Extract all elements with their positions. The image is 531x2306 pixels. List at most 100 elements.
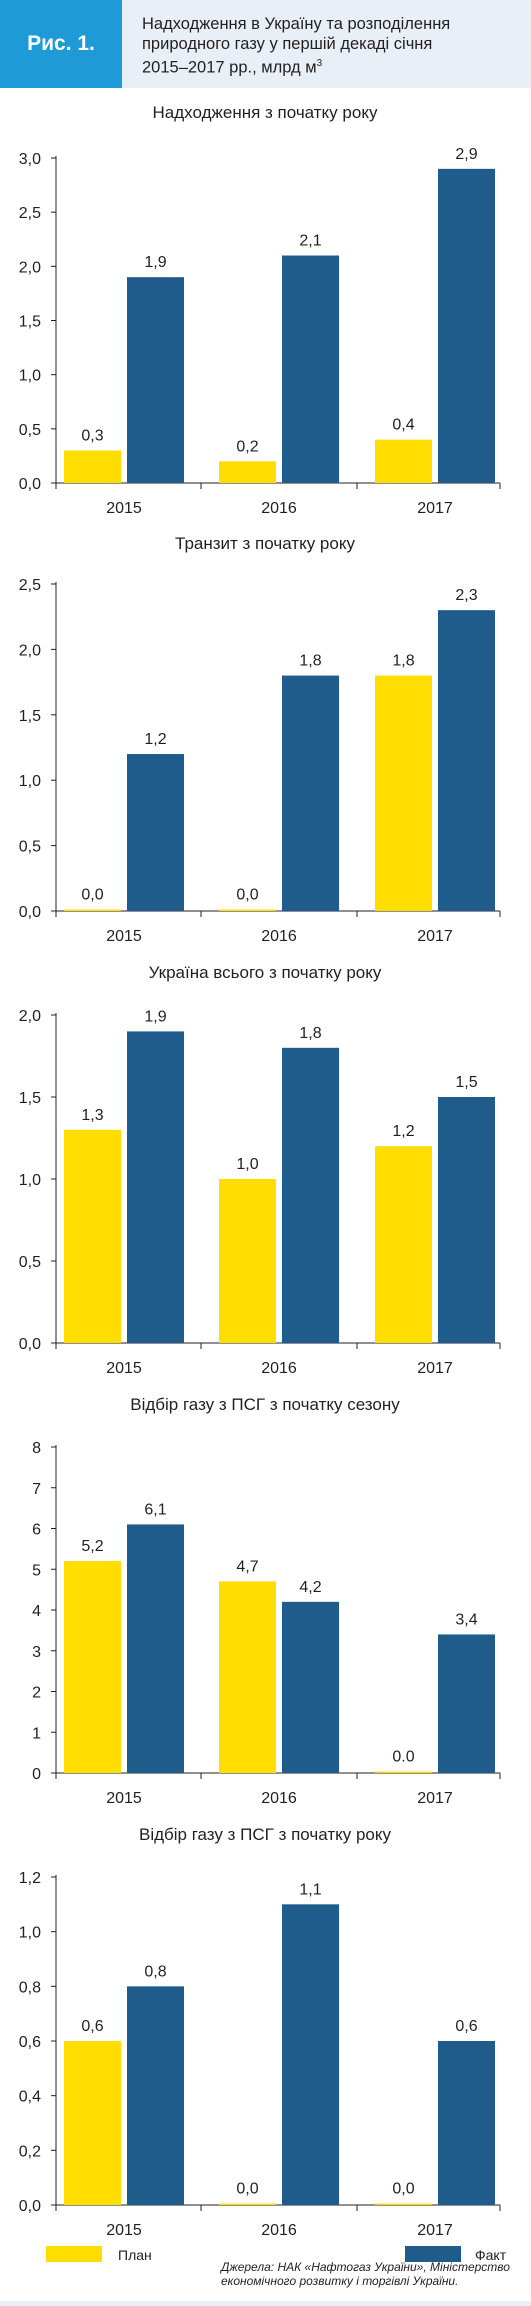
bar-plan	[64, 1129, 121, 1343]
x-tick-label: 2015	[106, 1360, 142, 1377]
y-tick-label: 0,0	[19, 904, 41, 921]
bar-plan	[375, 1771, 432, 1773]
y-tick-label: 1,5	[19, 314, 41, 331]
data-label: 4,7	[236, 1558, 258, 1575]
y-tick-label: 1,2	[19, 1870, 41, 1887]
y-tick-label: 0,6	[19, 2034, 41, 2051]
legend-label-fact: Факт	[475, 2247, 507, 2263]
bar-plan	[375, 439, 432, 483]
charts-panel: Надходження з початку року 0,0 0,5 1,0 1,5 2,…	[0, 88, 531, 2301]
x-tick-label: 2015	[106, 1790, 142, 1807]
y-tick-label: 1,0	[19, 1172, 41, 1189]
legend-label-plan: План	[118, 2247, 152, 2263]
bar-fact	[127, 1986, 184, 2205]
y-tick-label: 2	[32, 1685, 41, 1702]
x-tick-label: 2017	[417, 1790, 453, 1807]
data-label: 2,1	[299, 233, 321, 250]
y-tick-label: 1,5	[19, 1090, 41, 1107]
data-label: 0,6	[81, 2018, 103, 2035]
x-tick-label: 2016	[261, 1360, 297, 1377]
data-label: 2,3	[455, 587, 477, 604]
bar-fact	[282, 1904, 339, 2205]
data-label: 4,2	[299, 1579, 321, 1596]
chart-title: Транзит з початку року	[175, 534, 355, 553]
legend-swatch-plan	[46, 2246, 102, 2262]
data-label: 6,1	[144, 1501, 166, 1518]
data-label: 0,0	[236, 887, 258, 904]
y-tick-label: 0	[32, 1766, 41, 1783]
data-label: 1,8	[392, 653, 414, 670]
data-label: 0,3	[81, 428, 103, 445]
bar-plan	[64, 1561, 121, 1773]
data-label: 0,0	[81, 887, 103, 904]
bar-fact	[127, 1524, 184, 1773]
source-note: Джерела: НАК «Нафтогаз України», Міністе…	[221, 2260, 510, 2288]
chart-title: Надходження з початку року	[153, 103, 378, 122]
bar-plan	[219, 1581, 276, 1773]
y-tick-label: 3	[32, 1644, 41, 1661]
bar-fact	[282, 1601, 339, 1773]
bar-fact	[127, 277, 184, 483]
y-tick-label: 7	[32, 1481, 41, 1498]
bar-plan	[219, 2203, 276, 2205]
charts-svg: Надходження з початку року 0,0 0,5 1,0 1,5 2,…	[19, 103, 507, 2263]
x-tick-label: 2016	[261, 500, 297, 517]
y-tick-label: 6	[32, 1522, 41, 1539]
x-tick-label: 2015	[106, 928, 142, 945]
data-label: 1,0	[236, 1156, 258, 1173]
bar-plan	[375, 1146, 432, 1343]
chart-title: Відбір газу з ПСГ з початку сезону	[130, 1395, 400, 1414]
y-tick-label: 3,0	[19, 151, 41, 168]
data-label: 1,9	[144, 1008, 166, 1025]
data-label: 1,8	[299, 1025, 321, 1042]
bar-plan	[219, 461, 276, 483]
chart-title: Відбір газу з ПСГ з початку року	[139, 1825, 392, 1844]
x-tick-label: 2017	[417, 500, 453, 517]
x-tick-label: 2016	[261, 2222, 297, 2239]
data-label: 1,2	[144, 731, 166, 748]
bar-plan	[64, 909, 121, 911]
bar-plan	[219, 909, 276, 911]
bar-fact	[282, 1047, 339, 1343]
figure-title-line2: природного газу у першій декаді січня	[142, 35, 433, 53]
data-label: 0,2	[236, 438, 258, 455]
y-tick-label: 1,0	[19, 773, 41, 790]
data-label: 1,9	[144, 254, 166, 271]
y-tick-label: 1,5	[19, 708, 41, 725]
data-label: 0,4	[392, 417, 414, 434]
y-tick-label: 0,0	[19, 2198, 41, 2215]
x-tick-label: 2017	[417, 1360, 453, 1377]
data-label: 5,2	[81, 1538, 103, 1555]
data-label: 0,8	[144, 1963, 166, 1980]
data-label: 1,2	[392, 1123, 414, 1140]
bar-fact	[127, 1031, 184, 1343]
y-tick-label: 2,0	[19, 259, 41, 276]
bar-fact	[438, 2041, 495, 2205]
y-tick-label: 0,0	[19, 476, 41, 493]
y-tick-label: 2,0	[19, 1008, 41, 1025]
y-tick-label: 0,5	[19, 422, 41, 439]
x-tick-label: 2017	[417, 2222, 453, 2239]
data-label: 3,4	[455, 1611, 477, 1628]
y-tick-label: 1,0	[19, 368, 41, 385]
y-tick-label: 2,0	[19, 642, 41, 659]
bar-fact	[438, 610, 495, 911]
bar-fact	[282, 255, 339, 483]
y-tick-label: 8	[32, 1440, 41, 1457]
bar-plan	[375, 2203, 432, 2205]
data-label: 1,3	[81, 1107, 103, 1124]
bar-fact	[438, 1097, 495, 1343]
data-label: 1,5	[455, 1074, 477, 1091]
data-label: 0,0	[236, 2181, 258, 2198]
y-tick-label: 0,5	[19, 1254, 41, 1271]
y-tick-label: 2,5	[19, 577, 41, 594]
y-tick-label: 1,0	[19, 1925, 41, 1942]
y-tick-label: 0,2	[19, 2143, 41, 2160]
x-tick-label: 2017	[417, 928, 453, 945]
bar-plan	[219, 1179, 276, 1343]
chart-title: Україна всього з початку року	[149, 963, 382, 982]
figure-label: Рис. 1.	[0, 0, 122, 88]
x-tick-label: 2015	[106, 500, 142, 517]
bar-fact	[127, 754, 184, 911]
y-tick-label: 5	[32, 1562, 41, 1579]
